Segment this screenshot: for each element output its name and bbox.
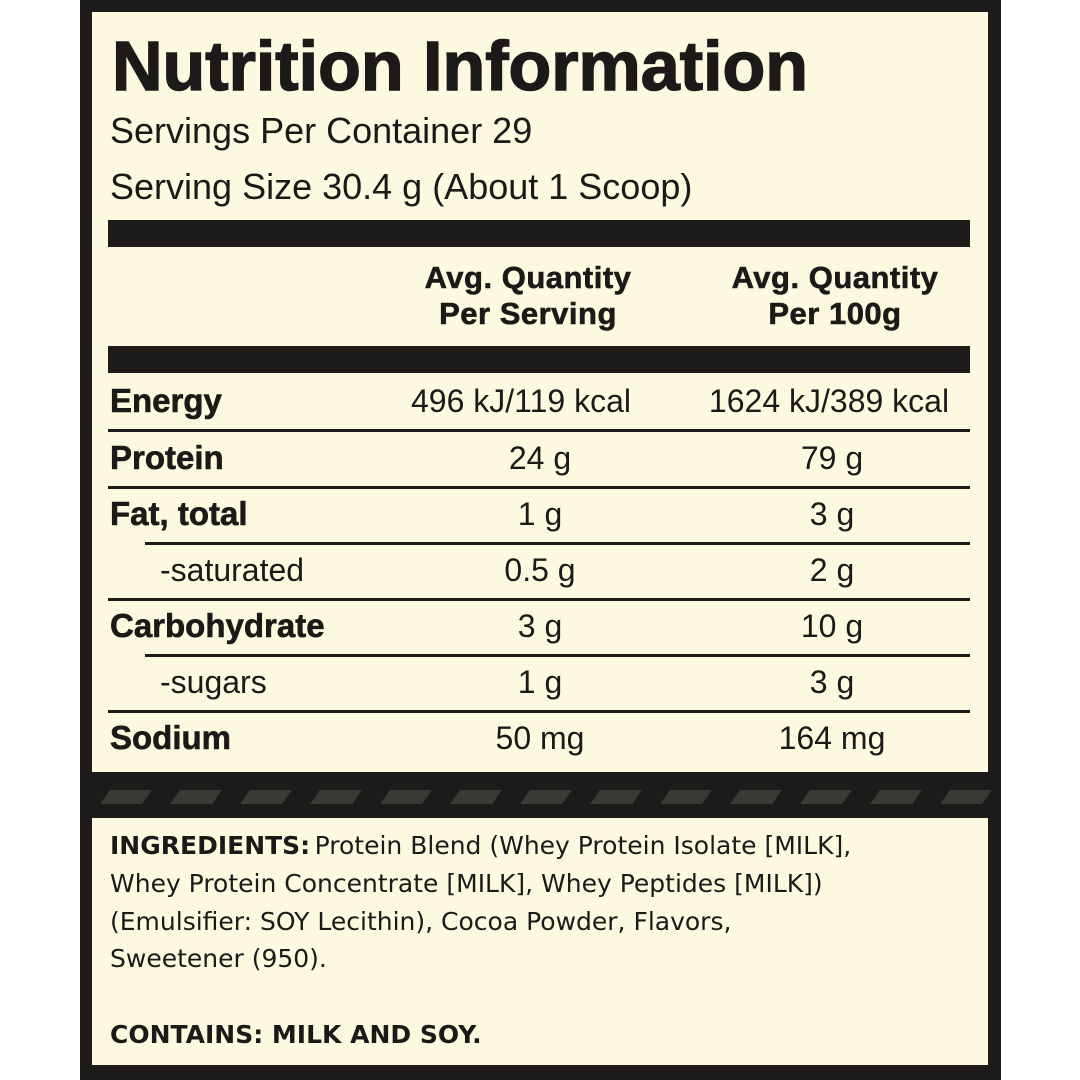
row-label: Fat, total — [110, 495, 248, 532]
divider-dash — [800, 790, 852, 804]
row-divider — [145, 542, 970, 545]
row-divider — [108, 710, 970, 713]
contains: CONTAINS: MILK AND SOY. — [110, 1020, 482, 1049]
per-100g: 10 g — [801, 608, 863, 644]
row-divider — [108, 429, 970, 432]
ingredients-line: Whey Protein Concentrate [MILK], Whey Pe… — [110, 869, 823, 898]
row-label: Energy — [110, 382, 223, 419]
nutrition-panel — [92, 12, 988, 772]
divider-dash — [590, 790, 642, 804]
divider-dash — [730, 790, 782, 804]
ingredients: INGREDIENTS: Protein Blend (Whey Protein… — [110, 831, 851, 860]
divider-dash — [520, 790, 572, 804]
column-header: Per Serving — [439, 296, 617, 331]
per-serving: 0.5 g — [504, 552, 575, 588]
per-serving: 1 g — [518, 664, 562, 700]
divider-dash — [170, 790, 222, 804]
per-serving: 496 kJ/119 kcal — [411, 383, 631, 419]
column-header: Avg. Quantity — [732, 260, 939, 295]
per-100g: 164 mg — [779, 720, 886, 756]
ingredients-line: Protein Blend (Whey Protein Isolate [MIL… — [315, 831, 852, 860]
ingredients-line: Sweetener (950). — [110, 944, 327, 973]
servings-per-container: Servings Per Container 29 — [110, 110, 532, 151]
title: Nutrition Information — [112, 27, 808, 105]
per-serving: 50 mg — [496, 720, 585, 756]
divider-dash — [310, 790, 362, 804]
per-100g: 3 g — [810, 664, 854, 700]
row-label: -sugars — [160, 664, 267, 700]
divider-dash — [870, 790, 922, 804]
row-label: Carbohydrate — [110, 607, 325, 644]
divider-dash — [940, 790, 992, 804]
per-100g: 3 g — [810, 496, 854, 532]
divider-dash — [380, 790, 432, 804]
per-100g: 79 g — [801, 440, 863, 476]
column-header: Avg. Quantity — [425, 260, 632, 295]
row-divider — [108, 598, 970, 601]
per-serving: 24 g — [509, 440, 571, 476]
divider-dash — [660, 790, 712, 804]
per-serving: 3 g — [518, 608, 562, 644]
column-header: Per 100g — [768, 296, 901, 331]
divider-dash — [240, 790, 292, 804]
ingredients-panel — [92, 818, 988, 1065]
divider-dash — [100, 790, 152, 804]
row-label: Sodium — [110, 719, 231, 756]
serving-size: Serving Size 30.4 g (About 1 Scoop) — [110, 166, 692, 207]
row-divider — [145, 654, 970, 657]
per-100g: 1624 kJ/389 kcal — [709, 383, 949, 419]
divider-dash — [450, 790, 502, 804]
row-divider — [108, 486, 970, 489]
per-100g: 2 g — [810, 552, 854, 588]
ingredients-label: INGREDIENTS: — [110, 831, 310, 860]
per-serving: 1 g — [518, 496, 562, 532]
row-label: -saturated — [160, 552, 304, 588]
divider-band — [92, 776, 992, 816]
row-label: Protein — [110, 439, 224, 476]
header-bar — [108, 220, 970, 247]
ingredients-line: (Emulsifier: SOY Lecithin), Cocoa Powder… — [110, 907, 731, 936]
header-bar — [108, 346, 970, 373]
